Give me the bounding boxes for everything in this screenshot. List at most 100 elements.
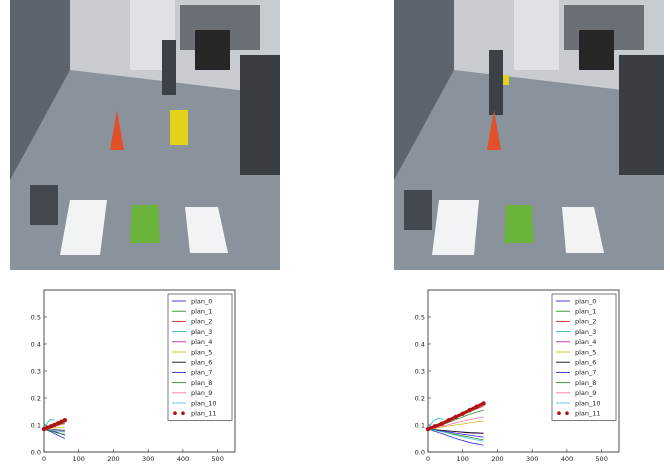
series-line-plan_10	[427, 428, 484, 442]
series-point-plan_11	[432, 424, 438, 429]
series-line-plan_9	[427, 416, 484, 430]
office-chair	[195, 30, 230, 70]
y-tick-label: 0.3	[31, 368, 41, 376]
x-tick-label: 500	[211, 455, 223, 463]
series-point-plan_11	[45, 425, 50, 430]
series-line-plan_3	[43, 419, 55, 430]
person	[162, 40, 176, 95]
legend-label-plan_6: plan_6	[575, 359, 596, 367]
legend-marker-plan_11	[181, 411, 185, 415]
legend-box	[167, 293, 233, 421]
y-tick-label: 0.5	[415, 314, 425, 322]
x-tick-label: 100	[73, 455, 85, 463]
y-tick-label: 0.2	[31, 395, 41, 403]
x-tick-label: 300	[526, 455, 538, 463]
traffic-cone	[110, 110, 124, 150]
bicycle	[30, 185, 58, 225]
series-point-plan_11	[52, 422, 57, 428]
yellow-sign	[170, 110, 188, 145]
legend-label-plan_8: plan_8	[575, 379, 596, 387]
traffic-cone	[487, 110, 501, 150]
y-tick-label: 0.5	[31, 314, 41, 322]
yellow-sign	[503, 75, 509, 85]
trajectory-chart-left: 0 100 200 300 400 500 0.0 0.1 0.2 0.3 0.4 0.5 plan_0…	[10, 272, 270, 472]
y-tick-label: 0.3	[415, 368, 425, 376]
legend-label-plan_2: plan_2	[575, 318, 596, 326]
legend-label-plan_0: plan_0	[191, 297, 212, 305]
series-point-plan_11	[481, 401, 486, 406]
y-tick-label: 0.1	[415, 422, 425, 430]
series-point-plan_11	[48, 424, 54, 429]
trajectory-plot-right: 0 100 200 300 400 500 0.0 0.1 0.2 0.3 0.4 0.5 plan_0…	[394, 272, 654, 472]
legend-label-plan_7: plan_7	[191, 369, 212, 377]
legend-label-plan_11: plan_11	[575, 410, 601, 418]
white-block-right	[562, 207, 604, 253]
office-chair	[579, 30, 614, 70]
series-point-plan_11	[467, 407, 472, 413]
legend-label-plan_4: plan_4	[191, 338, 212, 346]
x-tick-label: 200	[107, 455, 119, 463]
legend-box	[551, 293, 617, 421]
camera-scene-right	[394, 0, 664, 270]
white-block-left	[60, 200, 107, 255]
series-point-plan_11	[41, 426, 47, 432]
series-line-plan_8	[43, 428, 65, 435]
left-wall	[394, 0, 454, 180]
legend-label-plan_5: plan_5	[191, 348, 212, 356]
legend-label-plan_9: plan_9	[191, 389, 212, 397]
series-point-plan_11	[460, 411, 465, 416]
desk-right	[240, 55, 280, 175]
legend-marker-plan_11	[565, 411, 569, 415]
white-block-left	[432, 200, 479, 255]
x-tick-label: 400	[177, 455, 189, 463]
legend-label-plan_4: plan_4	[575, 338, 596, 346]
series-line-plan_3	[427, 417, 444, 430]
series-line-plan_6	[427, 428, 484, 434]
y-tick-label: 0.0	[31, 449, 41, 457]
legend-label-plan_3: plan_3	[575, 328, 596, 336]
legend-label-plan_8: plan_8	[191, 379, 212, 387]
green-block	[130, 205, 160, 243]
camera-scene-left	[10, 0, 280, 270]
series-point-plan_11	[439, 421, 445, 426]
legend-label-plan_1: plan_1	[191, 308, 212, 316]
legend-label-plan_5: plan_5	[575, 348, 596, 356]
series-point-plan_11	[59, 419, 64, 424]
door	[514, 0, 559, 70]
series-point-plan_11	[425, 426, 431, 432]
legend-marker-plan_11	[173, 411, 177, 415]
y-tick-label: 0.4	[415, 341, 425, 349]
trajectory-chart-right: 0 100 200 300 400 500 0.0 0.1 0.2 0.3 0.4 0.5 plan_0…	[394, 272, 654, 472]
series-point-plan_11	[62, 417, 68, 423]
y-tick-label: 0.1	[31, 422, 41, 430]
bicycle	[404, 190, 432, 230]
desk-right	[619, 55, 664, 175]
legend-label-plan_0: plan_0	[575, 297, 596, 305]
series-point-plan_11	[453, 414, 458, 420]
series-point-plan_11	[474, 404, 479, 409]
series-line-plan_7	[427, 428, 484, 446]
y-tick-label: 0.4	[31, 341, 41, 349]
legend-label-plan_1: plan_1	[575, 308, 596, 316]
legend-label-plan_7: plan_7	[575, 369, 596, 377]
legend-marker-plan_11	[557, 411, 561, 415]
x-tick-label: 0	[42, 455, 46, 463]
y-tick-label: 0.0	[415, 449, 425, 457]
legend-label-plan_10: plan_10	[191, 399, 217, 407]
x-tick-label: 500	[595, 455, 607, 463]
x-tick-label: 100	[457, 455, 469, 463]
legend-label-plan_11: plan_11	[191, 410, 217, 418]
legend-label-plan_10: plan_10	[575, 399, 601, 407]
series-line-plan_5	[427, 420, 484, 430]
legend-label-plan_6: plan_6	[191, 359, 212, 367]
person	[489, 50, 503, 115]
camera-frame-right	[394, 0, 664, 270]
left-wall	[10, 0, 70, 180]
x-tick-label: 0	[426, 455, 430, 463]
green-block	[504, 205, 534, 243]
camera-frame-left	[10, 0, 280, 270]
legend-label-plan_3: plan_3	[191, 328, 212, 336]
legend-label-plan_9: plan_9	[575, 389, 596, 397]
legend-label-plan_2: plan_2	[191, 318, 212, 326]
y-tick-label: 0.2	[415, 395, 425, 403]
